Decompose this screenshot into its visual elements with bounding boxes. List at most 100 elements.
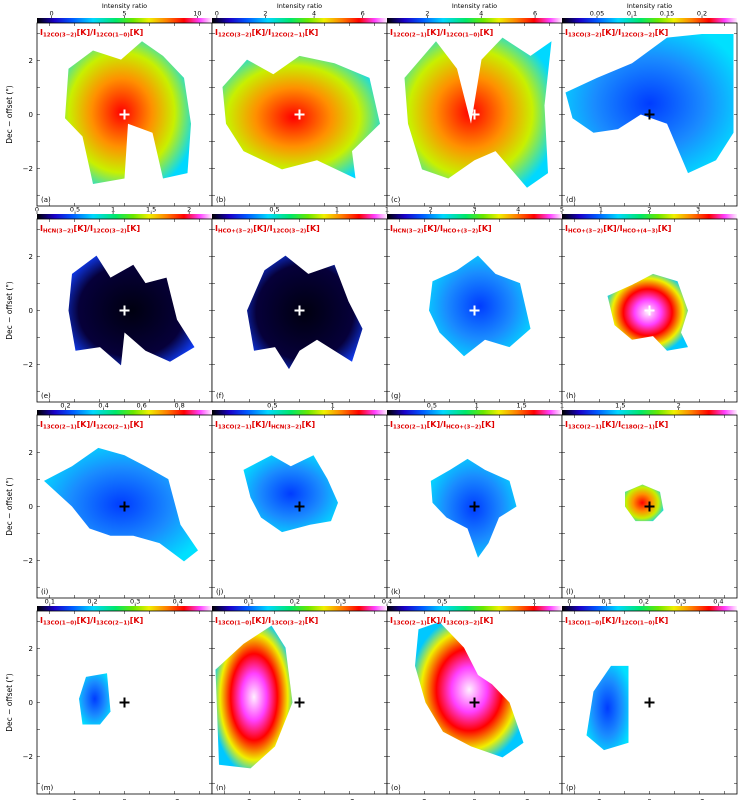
ra-tick-label: −2 — [519, 798, 529, 800]
colorbar-tick-label: 0.1 — [244, 598, 254, 606]
colorbar-tick-label: 4 — [516, 206, 520, 214]
phase-center-cross — [469, 305, 480, 316]
colorbar — [37, 606, 212, 611]
panel-label: (d) — [566, 196, 576, 204]
colorbar-tick-label: 0.2 — [290, 598, 300, 606]
colorbar-tick-label: 6 — [533, 10, 537, 18]
colorbar-tick-label: 0.3 — [676, 598, 686, 606]
panel-label: (b) — [216, 196, 226, 204]
colorbar — [212, 410, 387, 415]
colorbar-tick-label: 0.2 — [639, 598, 649, 606]
colorbar — [212, 18, 387, 23]
dec-tick-label: 0 — [29, 699, 33, 707]
ratio-title: IHCN(3−2)[K]/IHCO+(3−2)[K] — [390, 224, 492, 235]
dec-tick-label: 0 — [29, 503, 33, 511]
dec-tick-label: 2 — [29, 57, 33, 65]
colorbar-tick-label: 0.4 — [382, 598, 392, 606]
colorbar — [37, 18, 212, 23]
colorbar-tick-label: 1 — [532, 598, 536, 606]
panel-label: (f) — [216, 392, 224, 400]
ratio-panel-j: 0.5 1 I13CO(2−1)[K]/IHCN(3−2)[K] (j) — [211, 402, 388, 599]
ratio-map-region — [65, 41, 191, 184]
colorbar-tick-label: 0.3 — [130, 598, 140, 606]
ratio-panel-g: 1 2 3 4 5 IHCN(3−2)[K]/IHCO+(3−2)[K] (g) — [385, 206, 564, 403]
dec-tick-label: 2 — [29, 253, 33, 261]
colorbar-tick-label: 1 — [385, 206, 389, 214]
colorbar-tick-label: 1 — [335, 206, 339, 214]
colorbar-tick-label: 0 — [35, 206, 39, 214]
ratio-panel-o: 0.51I13CO(2−1)[K]/I13CO(3−2)[K](o)20−2RA… — [386, 598, 563, 800]
colorbar — [387, 606, 562, 611]
ratio-map-region — [247, 255, 363, 370]
colorbar — [387, 214, 562, 219]
colorbar-tick-label: 4 — [479, 10, 483, 18]
ratio-map-region — [429, 255, 531, 357]
colorbar-tick-label: 0.4 — [173, 598, 183, 606]
ratio-title: I13CO(2−1)[K]/IC18O(2−1)[K] — [565, 420, 668, 431]
colorbar — [562, 410, 737, 415]
ratio-map-region — [68, 255, 195, 366]
colorbar — [387, 18, 562, 23]
ra-tick-label: −2 — [344, 798, 354, 800]
colorbar-tick-label: 0.6 — [136, 402, 146, 410]
colorbar-tick-label: 0.05 — [590, 10, 604, 18]
ratio-title: I13CO(2−1)[K]/IHCO+(3−2)[K] — [390, 420, 495, 431]
ratio-panel-h: 1 2 3 IHCO+(3−2)[K]/IHCO+(4−3)[K] (h) — [561, 206, 738, 403]
ratio-title: IHCO+(3−2)[K]/I12CO(3−2)[K] — [215, 224, 320, 235]
colorbar-tick-label: 0.1 — [45, 598, 55, 606]
ratio-panel-b: 0 2 4 6 Intensity ratio I12CO(3−2)[K]/I12CO(2… — [211, 2, 388, 207]
colorbar-tick-label: 0.3 — [336, 598, 346, 606]
colorbar-tick-label: 2 — [187, 206, 191, 214]
ratio-title: I13CO(1−0)[K]/I13CO(3−2)[K] — [215, 616, 318, 627]
colorbar-tick-label: 1 — [560, 402, 564, 410]
ratio-map-region — [625, 484, 664, 522]
panel-label: (i) — [41, 588, 49, 596]
colorbar-tick-label: 3 — [472, 206, 476, 214]
ratio-panel-d: 0.05 0.1 0.15 0.2 Intensity ratio I13CO(3−2)[… — [561, 2, 738, 207]
panel-label: (j) — [216, 588, 224, 596]
colorbar-tick-label: 0.5 — [427, 402, 437, 410]
ra-tick-label: −2 — [694, 798, 704, 800]
panel-label: (h) — [566, 392, 576, 400]
colorbar-label: Intensity ratio — [102, 2, 147, 10]
ratio-map-region — [79, 673, 111, 725]
ratio-panel-c: 2 4 6 Intensity ratio I12CO(2−1)[K]/I12CO(1−… — [386, 2, 563, 207]
phase-center-cross — [469, 697, 480, 708]
dec-tick-label: −2 — [23, 361, 33, 369]
dec-tick-label: −2 — [23, 557, 33, 565]
phase-center-cross — [644, 501, 655, 512]
ratio-panel-e: 0 0.5 1 1.5 2 IHCN(3−2)[K]/I12CO(3−2)[K] (e) 2 0… — [5, 206, 213, 403]
y-axis-label: Dec − offset (") — [5, 673, 14, 732]
colorbar-tick-label: 1.5 — [615, 402, 625, 410]
panel-label: (l) — [566, 588, 574, 596]
phase-center-cross — [294, 305, 305, 316]
ratio-title: I12CO(2−1)[K]/I12CO(1−0)[K] — [390, 28, 493, 39]
colorbar-tick-label: 0.5 — [269, 206, 279, 214]
colorbar-tick-label: 1 — [599, 206, 603, 214]
phase-center-cross — [294, 109, 305, 120]
ratio-map-region — [565, 34, 734, 174]
colorbar — [37, 214, 212, 219]
phase-center-cross — [469, 109, 480, 120]
colorbar — [212, 214, 387, 219]
phase-center-cross — [119, 501, 130, 512]
colorbar-tick-label: 0.4 — [98, 402, 108, 410]
colorbar-tick-label: 2 — [425, 10, 429, 18]
colorbar — [212, 606, 387, 611]
phase-center-cross — [644, 109, 655, 120]
ratio-map-region — [607, 273, 688, 351]
y-axis-label: Dec − offset (") — [5, 281, 14, 340]
ra-tick-label: 2 — [247, 798, 251, 800]
dec-tick-label: 0 — [29, 307, 33, 315]
ra-tick-label: 0 — [647, 798, 651, 800]
colorbar-tick-label: 0 — [567, 598, 571, 606]
ratio-map-region — [415, 622, 524, 758]
ratio-panel-k: 0.5 1 1.5 I13CO(2−1)[K]/IHCO+(3−2)[K] (k) — [386, 402, 563, 599]
ratio-panel-m: 0.1 0.2 0.3 0.4 I13CO(1−0)[K]/I13CO(2−1)[K] (… — [5, 598, 213, 800]
colorbar-tick-label: 0.2 — [87, 598, 97, 606]
y-axis-label: Dec − offset (") — [5, 85, 14, 144]
colorbar-tick-label: 0.5 — [437, 598, 447, 606]
ratio-map-region — [222, 55, 380, 179]
ratio-map-region — [215, 625, 293, 769]
